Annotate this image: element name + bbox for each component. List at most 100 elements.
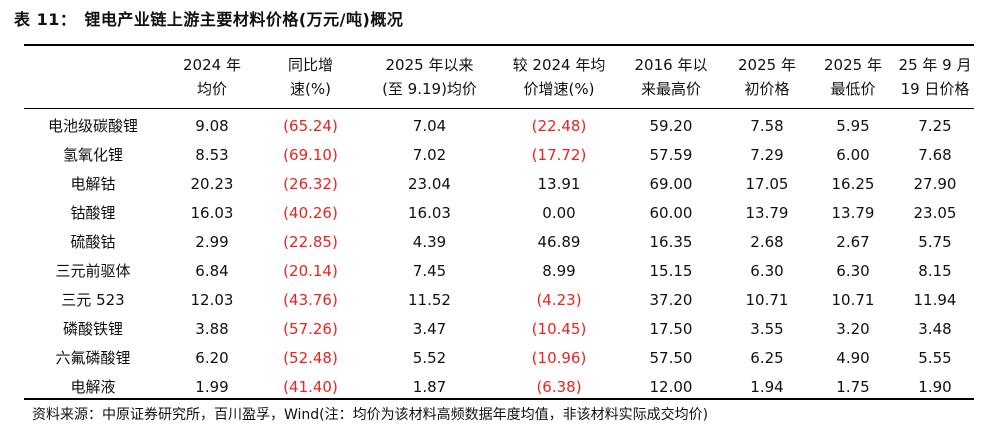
material-name: 硫酸钴 <box>70 233 116 251</box>
table-cell: (4.23) <box>536 290 582 309</box>
table-cell: 2.68 <box>750 232 784 251</box>
table-cell: 3.55 <box>750 319 784 338</box>
table-cell: 1.87 <box>412 377 447 396</box>
table-cell: 12.03 <box>190 290 234 309</box>
table-cell: 60.00 <box>649 203 693 222</box>
table-cell: 13.91 <box>537 174 581 193</box>
table-row: 硫酸钴 2.99 (22.85) 4.39 46.89 16.35 2.68 2.67 5.75 <box>24 227 974 256</box>
table-cell: 4.90 <box>836 348 870 367</box>
table-cell: 1.90 <box>918 377 952 396</box>
table-cell: 23.05 <box>913 203 957 222</box>
table-row: 氢氧化锂 8.53 (69.10) 7.02 (17.72) 57.59 7.29 6.00 7… <box>24 140 974 169</box>
table-cell: (22.48) <box>531 116 587 135</box>
table-cell: 5.95 <box>836 116 870 135</box>
table-cell: 5.55 <box>918 348 952 367</box>
table-cell: (17.72) <box>531 145 587 164</box>
table-cell: 7.45 <box>412 261 447 280</box>
table-cell: (69.10) <box>283 145 338 164</box>
table-cell: 6.30 <box>836 261 870 280</box>
table-cell: 5.75 <box>918 232 952 251</box>
table-cell: (22.85) <box>283 232 338 251</box>
price-table: 2024 年均价 同比增 速(%) 2025 年以来 (至 9.19)均价 较 20… <box>24 46 974 401</box>
material-name: 六氟磷酸锂 <box>55 349 131 367</box>
column-header: 2025 年最低价 <box>810 46 896 109</box>
table-cell: 2.67 <box>836 232 870 251</box>
table-cell: 37.20 <box>649 290 693 309</box>
column-header: 2016 年以 来最高价 <box>618 46 724 109</box>
column-header: 2025 年初价格 <box>724 46 810 109</box>
table-cell: 6.30 <box>750 261 784 280</box>
table-cell: 69.00 <box>649 174 693 193</box>
table-cell: 1.99 <box>195 377 229 396</box>
table-bottom-rule <box>24 398 974 400</box>
table-cell: 8.53 <box>195 145 229 164</box>
table-number: 表 11： <box>14 10 77 29</box>
table-row: 电池级碳酸锂 9.08 (65.24) 7.04 (22.48) 59.20 7.58 5.9… <box>24 109 974 141</box>
material-name: 电解液 <box>70 378 116 396</box>
table-cell: (65.24) <box>283 116 338 135</box>
table-cell: 16.35 <box>649 232 693 251</box>
header-row: 2024 年均价 同比增 速(%) 2025 年以来 (至 9.19)均价 较 20… <box>24 46 974 109</box>
table-cell: 2.99 <box>195 232 229 251</box>
table-cell: 4.39 <box>412 232 447 251</box>
table-cell: 8.15 <box>918 261 952 280</box>
table-cell: (57.26) <box>283 319 338 338</box>
table-cell: (52.48) <box>283 348 338 367</box>
column-header: 较 2024 年均 价增速(%) <box>500 46 618 109</box>
table-cell: 7.25 <box>918 116 952 135</box>
table-cell: (43.76) <box>283 290 338 309</box>
table-row: 电解液 1.99 (41.40) 1.87 (6.38) 12.00 1.94 1.75 1.9… <box>24 372 974 401</box>
table-cell: (41.40) <box>283 377 338 396</box>
column-header: 25 年 9 月 19 日价格 <box>896 46 974 109</box>
material-name: 三元前驱体 <box>55 262 131 280</box>
table-cell: 20.23 <box>190 174 234 193</box>
column-header: 同比增 速(%) <box>262 46 359 109</box>
column-header <box>24 46 162 109</box>
material-name: 氢氧化锂 <box>62 146 123 164</box>
table-cell: 11.52 <box>408 290 451 309</box>
table-row: 三元 523 12.03 (43.76) 11.52 (4.23) 37.20 10.71 1… <box>24 285 974 314</box>
table-cell: 6.25 <box>750 348 784 367</box>
table-cell: 57.50 <box>649 348 693 367</box>
column-header: 2025 年以来 (至 9.19)均价 <box>359 46 500 109</box>
table-cell: (26.32) <box>283 174 338 193</box>
source-note: 资料来源：中原证券研究所，百川盈孚，Wind(注：均价为该材料高频数据年度均值，… <box>32 407 709 423</box>
table-cell: 23.04 <box>408 174 451 193</box>
table-cell: (40.26) <box>283 203 338 222</box>
table-title: 表 11： 锂电产业链上游主要材料价格(万元/吨)概况 <box>14 6 403 34</box>
table-cell: 3.48 <box>918 319 952 338</box>
table-cell: 6.20 <box>195 348 229 367</box>
table-cell: 5.52 <box>412 348 447 367</box>
table-row: 六氟磷酸锂 6.20 (52.48) 5.52 (10.96) 57.50 6.25 4.90… <box>24 343 974 372</box>
table-cell: 7.02 <box>412 145 447 164</box>
material-name: 钴酸锂 <box>70 204 116 222</box>
table-cell: (20.14) <box>283 261 338 280</box>
table-row: 三元前驱体 6.84 (20.14) 7.45 8.99 15.15 6.30 6.30 8.1… <box>24 256 974 285</box>
table-body: 电池级碳酸锂 9.08 (65.24) 7.04 (22.48) 59.20 7.58 5.9… <box>24 109 974 402</box>
table-cell: 15.15 <box>649 261 693 280</box>
table-row: 钴酸锂 16.03 (40.26) 16.03 0.00 60.00 13.79 13.79 2… <box>24 198 974 227</box>
table-cell: 13.79 <box>831 203 875 222</box>
table-cell: 12.00 <box>649 377 693 396</box>
material-name: 磷酸铁锂 <box>62 320 123 338</box>
column-header: 2024 年均价 <box>162 46 262 109</box>
table-cell: 10.71 <box>831 290 875 309</box>
material-name: 电池级碳酸锂 <box>47 117 138 135</box>
table-cell: 7.68 <box>918 145 952 164</box>
table-cell: 6.84 <box>195 261 229 280</box>
table-cell: 7.58 <box>750 116 784 135</box>
table-cell: 3.88 <box>195 319 229 338</box>
table-cell: 17.05 <box>745 174 789 193</box>
table-cell: 9.08 <box>195 116 229 135</box>
table-cell: 0.00 <box>542 203 576 222</box>
table-cell: 1.75 <box>836 377 870 396</box>
table-cell: 3.47 <box>412 319 447 338</box>
table-cell: 57.59 <box>649 145 693 164</box>
table-cell: 3.20 <box>836 319 870 338</box>
table-cell: 8.99 <box>542 261 576 280</box>
table-top-rule <box>24 44 974 46</box>
table-cell: 7.04 <box>412 116 447 135</box>
table-cell: (6.38) <box>536 377 582 396</box>
table-cell: 7.29 <box>750 145 784 164</box>
table-cell: 11.94 <box>913 290 957 309</box>
